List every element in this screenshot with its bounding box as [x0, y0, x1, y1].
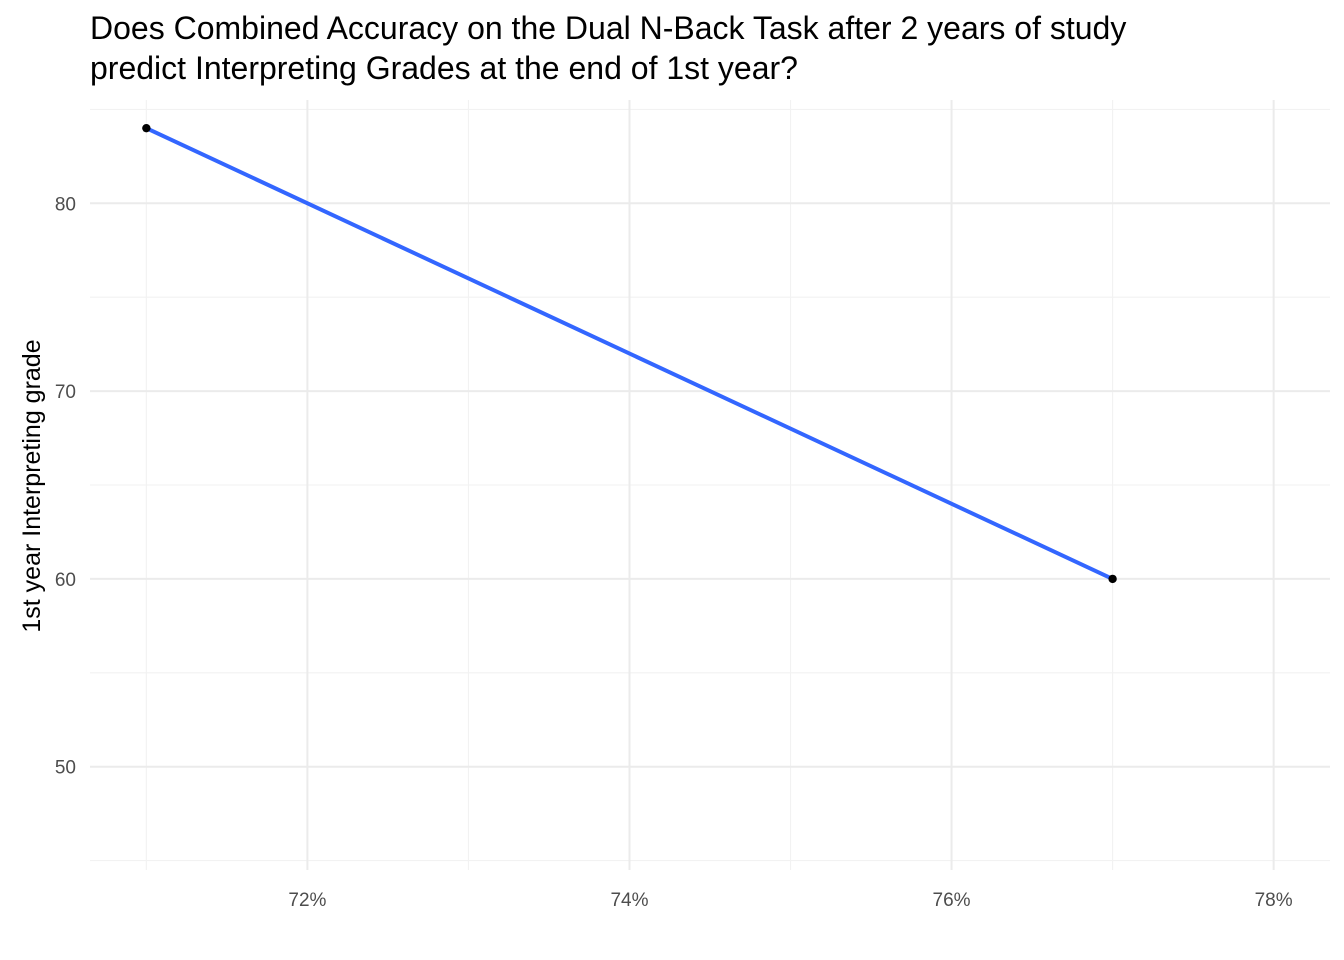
- x-tick-label-3: 78%: [1255, 890, 1293, 911]
- data-point-0: [142, 123, 151, 133]
- chart-title-line-1: Does Combined Accuracy on the Dual N-Bac…: [90, 10, 1127, 46]
- minor-gridlines: [90, 100, 1330, 870]
- y-axis-label: 1st year Interpreting grade: [18, 339, 46, 632]
- y-tick-label-3: 80: [55, 194, 76, 215]
- y-tick-label-2: 70: [55, 382, 76, 403]
- fit-line: [144, 126, 1115, 581]
- y-axis-tick-labels: 50 60 70 80: [55, 194, 76, 778]
- y-tick-label-1: 60: [55, 570, 76, 591]
- x-tick-label-0: 72%: [288, 890, 326, 911]
- data-series: [144, 126, 1115, 581]
- x-tick-label-2: 76%: [933, 890, 971, 911]
- chart-title-line-2: predict Interpreting Grades at the end o…: [90, 50, 798, 86]
- y-tick-label-0: 50: [55, 758, 76, 779]
- x-axis-tick-labels: 72% 74% 76% 78%: [288, 890, 1292, 911]
- x-tick-label-1: 74%: [610, 890, 648, 911]
- data-points: [142, 123, 1117, 584]
- data-point-1: [1108, 574, 1117, 584]
